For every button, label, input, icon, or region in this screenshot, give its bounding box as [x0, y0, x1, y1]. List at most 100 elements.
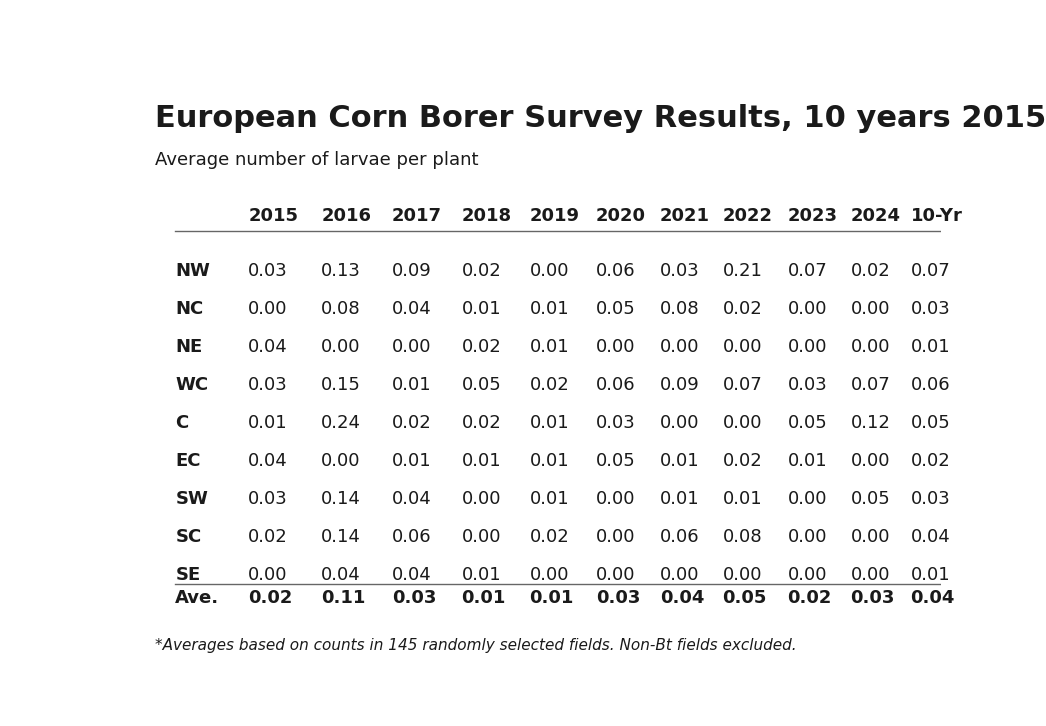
Text: 0.00: 0.00 [529, 262, 569, 280]
Text: 0.05: 0.05 [461, 376, 501, 394]
Text: 0.00: 0.00 [850, 528, 890, 546]
Text: 0.01: 0.01 [461, 452, 501, 470]
Text: 0.01: 0.01 [529, 490, 569, 508]
Text: 0.00: 0.00 [461, 528, 501, 546]
Text: 0.00: 0.00 [596, 528, 636, 546]
Text: 0.02: 0.02 [248, 589, 293, 607]
Text: 0.03: 0.03 [911, 490, 951, 508]
Text: 0.00: 0.00 [788, 566, 827, 584]
Text: 0.00: 0.00 [850, 300, 890, 318]
Text: 0.00: 0.00 [596, 566, 636, 584]
Text: 0.15: 0.15 [321, 376, 361, 394]
Text: 0.01: 0.01 [461, 566, 501, 584]
Text: SE: SE [176, 566, 201, 584]
Text: 0.07: 0.07 [723, 376, 763, 394]
Text: 0.06: 0.06 [911, 376, 950, 394]
Text: 0.03: 0.03 [392, 589, 436, 607]
Text: 0.08: 0.08 [723, 528, 763, 546]
Text: 0.03: 0.03 [911, 300, 951, 318]
Text: EC: EC [176, 452, 201, 470]
Text: 0.12: 0.12 [850, 414, 890, 432]
Text: 0.00: 0.00 [321, 452, 361, 470]
Text: 2020: 2020 [596, 208, 646, 225]
Text: 0.01: 0.01 [911, 338, 950, 356]
Text: 0.00: 0.00 [850, 566, 890, 584]
Text: 0.07: 0.07 [911, 262, 951, 280]
Text: 0.02: 0.02 [529, 376, 569, 394]
Text: 0.05: 0.05 [596, 300, 636, 318]
Text: 0.14: 0.14 [321, 528, 361, 546]
Text: 0.02: 0.02 [723, 452, 763, 470]
Text: 2019: 2019 [529, 208, 579, 225]
Text: 0.00: 0.00 [723, 338, 763, 356]
Text: Average number of larvae per plant: Average number of larvae per plant [155, 152, 479, 169]
Text: WC: WC [176, 376, 208, 394]
Text: 0.01: 0.01 [788, 452, 827, 470]
Text: 0.05: 0.05 [850, 490, 890, 508]
Text: 0.02: 0.02 [788, 589, 832, 607]
Text: 0.03: 0.03 [596, 589, 640, 607]
Text: 0.13: 0.13 [321, 262, 361, 280]
Text: 0.05: 0.05 [596, 452, 636, 470]
Text: 0.02: 0.02 [392, 414, 432, 432]
Text: 2022: 2022 [723, 208, 773, 225]
Text: 0.01: 0.01 [529, 589, 574, 607]
Text: 0.03: 0.03 [660, 262, 700, 280]
Text: 0.00: 0.00 [529, 566, 569, 584]
Text: 0.06: 0.06 [660, 528, 700, 546]
Text: 0.02: 0.02 [529, 528, 569, 546]
Text: 0.04: 0.04 [660, 589, 704, 607]
Text: 0.02: 0.02 [911, 452, 951, 470]
Text: 0.03: 0.03 [596, 414, 636, 432]
Text: *Averages based on counts in 145 randomly selected fields. Non-Bt fields exclude: *Averages based on counts in 145 randoml… [155, 638, 797, 653]
Text: 0.00: 0.00 [392, 338, 431, 356]
Text: 0.00: 0.00 [788, 528, 827, 546]
Text: 0.06: 0.06 [392, 528, 431, 546]
Text: 0.07: 0.07 [850, 376, 890, 394]
Text: 0.06: 0.06 [596, 262, 636, 280]
Text: 0.11: 0.11 [321, 589, 366, 607]
Text: 0.09: 0.09 [660, 376, 700, 394]
Text: European Corn Borer Survey Results, 10 years 2015-2024: European Corn Borer Survey Results, 10 y… [155, 104, 1046, 133]
Text: 0.04: 0.04 [392, 300, 432, 318]
Text: 0.01: 0.01 [723, 490, 763, 508]
Text: 0.00: 0.00 [660, 566, 700, 584]
Text: 2024: 2024 [850, 208, 901, 225]
Text: SC: SC [176, 528, 202, 546]
Text: 0.01: 0.01 [529, 414, 569, 432]
Text: 0.00: 0.00 [850, 452, 890, 470]
Text: 2018: 2018 [461, 208, 511, 225]
Text: 0.24: 0.24 [321, 414, 361, 432]
Text: 0.00: 0.00 [788, 338, 827, 356]
Text: 0.08: 0.08 [321, 300, 361, 318]
Text: 2016: 2016 [321, 208, 371, 225]
Text: 0.06: 0.06 [596, 376, 636, 394]
Text: 0.01: 0.01 [248, 414, 288, 432]
Text: 0.02: 0.02 [723, 300, 763, 318]
Text: 0.03: 0.03 [248, 262, 288, 280]
Text: 0.00: 0.00 [596, 338, 636, 356]
Text: 0.05: 0.05 [788, 414, 827, 432]
Text: 0.05: 0.05 [723, 589, 767, 607]
Text: 0.00: 0.00 [723, 414, 763, 432]
Text: 0.00: 0.00 [660, 338, 700, 356]
Text: 0.01: 0.01 [392, 376, 431, 394]
Text: 0.01: 0.01 [529, 338, 569, 356]
Text: 0.03: 0.03 [248, 490, 288, 508]
Text: 0.01: 0.01 [461, 300, 501, 318]
Text: 0.14: 0.14 [321, 490, 361, 508]
Text: 0.00: 0.00 [660, 414, 700, 432]
Text: 0.01: 0.01 [529, 452, 569, 470]
Text: 0.04: 0.04 [248, 452, 288, 470]
Text: 2015: 2015 [248, 208, 298, 225]
Text: 0.04: 0.04 [392, 566, 432, 584]
Text: 0.03: 0.03 [248, 376, 288, 394]
Text: 0.00: 0.00 [461, 490, 501, 508]
Text: 0.04: 0.04 [392, 490, 432, 508]
Text: SW: SW [176, 490, 208, 508]
Text: 0.07: 0.07 [788, 262, 827, 280]
Text: 0.02: 0.02 [248, 528, 288, 546]
Text: 0.03: 0.03 [850, 589, 895, 607]
Text: 0.03: 0.03 [788, 376, 827, 394]
Text: NE: NE [176, 338, 203, 356]
